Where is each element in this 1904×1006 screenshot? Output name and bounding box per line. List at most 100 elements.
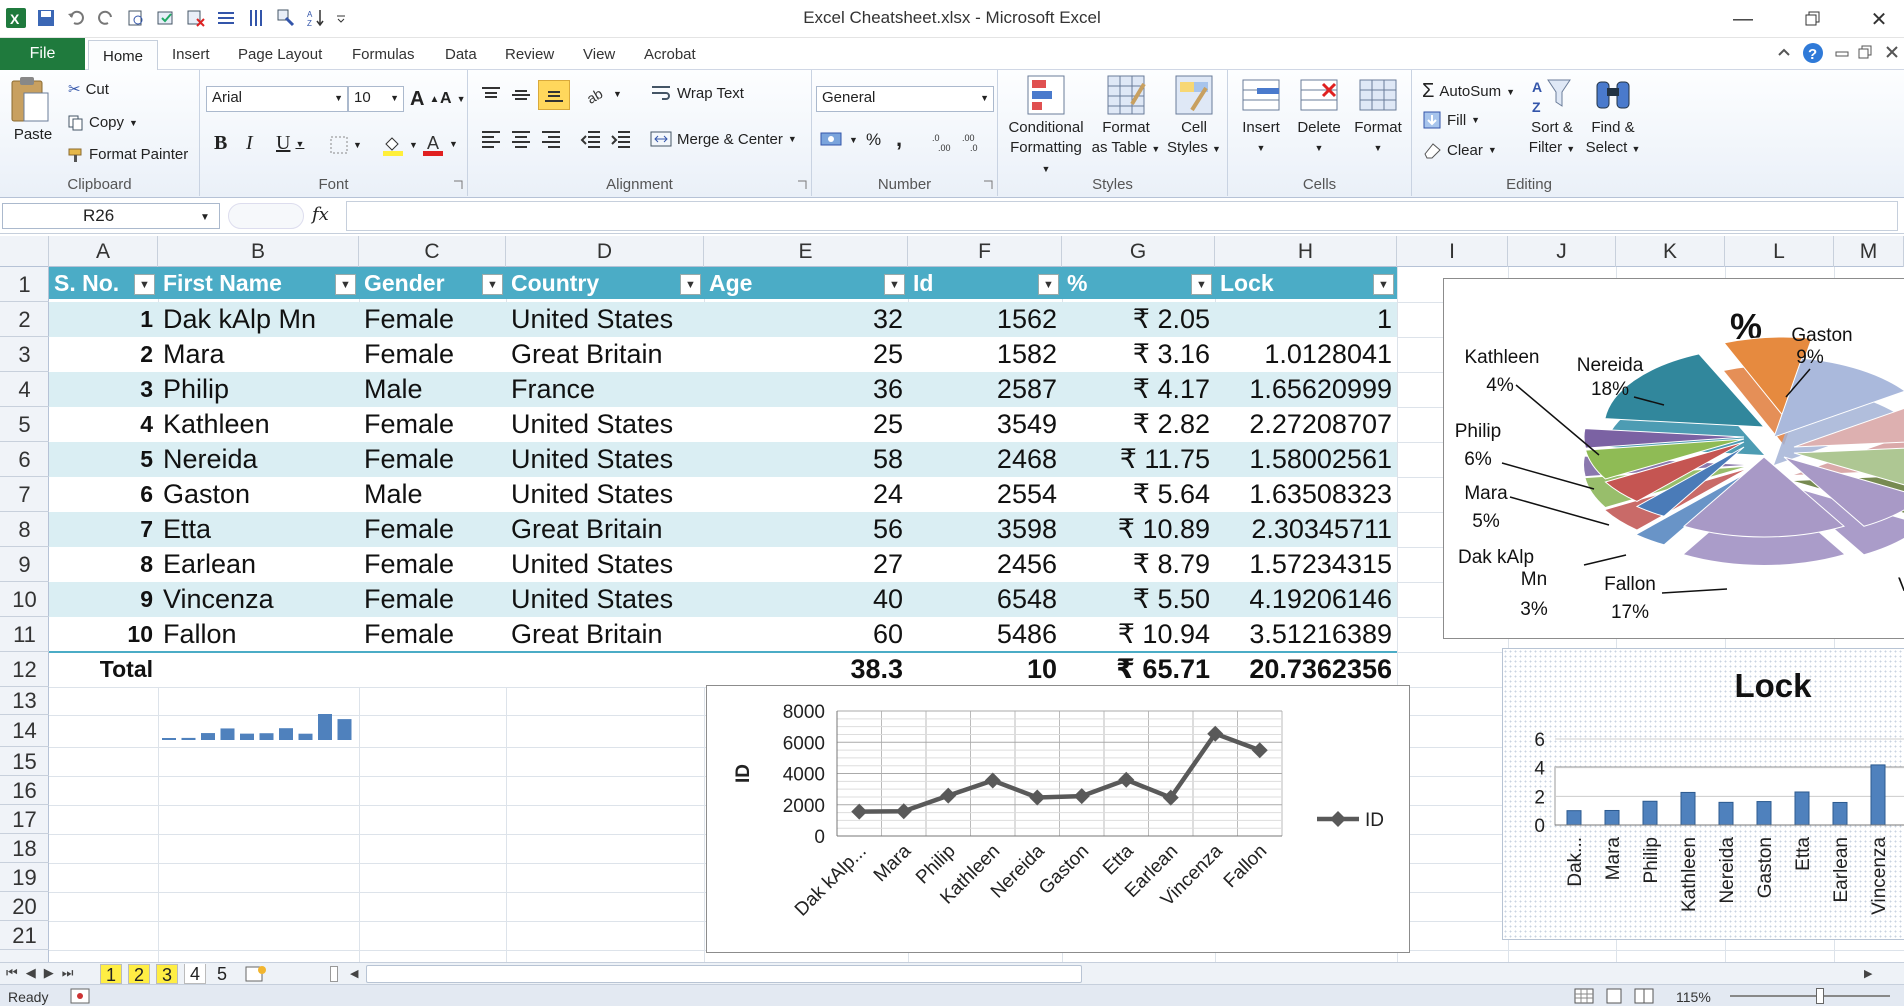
cell-percent[interactable]: ₹ 11.75 bbox=[1119, 444, 1210, 474]
clear-button[interactable]: Clear ▼ bbox=[1422, 140, 1497, 160]
cell-first-name[interactable]: Vincenza bbox=[163, 584, 274, 614]
row-header[interactable]: 4 bbox=[0, 372, 49, 407]
cell-sno[interactable]: Total bbox=[99, 656, 153, 682]
header-percent[interactable]: % bbox=[1067, 270, 1088, 296]
cell-lock[interactable]: 2.27208707 bbox=[1249, 409, 1392, 439]
font-name-select[interactable]: Arial ▼ bbox=[206, 86, 348, 112]
format-painter-button[interactable]: Format Painter bbox=[68, 146, 188, 163]
align-right-icon[interactable] bbox=[540, 130, 562, 148]
cell-styles-button[interactable]: Cell Styles ▼ bbox=[1162, 74, 1226, 159]
percent-button[interactable]: % bbox=[866, 130, 882, 149]
cell-lock[interactable]: 4.19206146 bbox=[1249, 584, 1392, 614]
cell-id[interactable]: 1562 bbox=[996, 304, 1057, 334]
grow-font-button[interactable]: A ▲ bbox=[410, 88, 440, 110]
row-header[interactable]: 13 bbox=[0, 687, 49, 715]
insert-columns-icon[interactable] bbox=[244, 6, 268, 30]
decrease-decimal-icon[interactable]: .00.0 bbox=[962, 132, 986, 152]
column-header[interactable]: B bbox=[158, 236, 359, 267]
minimize-ribbon-icon[interactable] bbox=[1776, 44, 1792, 60]
row-header[interactable]: 11 bbox=[0, 617, 49, 652]
column-header[interactable]: L bbox=[1725, 236, 1834, 267]
row-header[interactable]: 3 bbox=[0, 337, 49, 372]
cell-lock[interactable]: 2.30345711 bbox=[1251, 514, 1392, 544]
cell-first-name[interactable]: Philip bbox=[163, 374, 230, 404]
cell-id[interactable]: 2554 bbox=[996, 479, 1057, 509]
cell-percent[interactable]: ₹ 4.17 bbox=[1132, 374, 1210, 404]
cell-age[interactable]: 58 bbox=[872, 444, 903, 474]
sheet-tab[interactable]: 5 bbox=[217, 964, 228, 984]
id-line-chart[interactable]: 0 2000 4000 6000 8000 ID Dak kAlp... Mara Philip… bbox=[706, 685, 1410, 953]
scroll-right-icon[interactable]: ▶ bbox=[1864, 968, 1873, 980]
tab-insert[interactable]: Insert bbox=[172, 46, 210, 63]
lock-bar-chart[interactable]: Lock 0 2 4 6 Dak... Mara Philip Kathleen Nereida G… bbox=[1502, 648, 1904, 940]
font-color-button[interactable]: A ▼ bbox=[422, 132, 458, 156]
underline-button[interactable]: U ▼ bbox=[276, 132, 305, 154]
cell-gender[interactable]: Female bbox=[364, 514, 455, 544]
cell-age[interactable]: 60 bbox=[872, 619, 903, 649]
header-id[interactable]: Id bbox=[913, 270, 934, 296]
cell-percent[interactable]: ₹ 8.79 bbox=[1132, 549, 1210, 579]
cell-id[interactable]: 10 bbox=[1026, 654, 1057, 684]
cell-age[interactable]: 32 bbox=[872, 304, 903, 334]
cell-lock[interactable]: 3.51216389 bbox=[1249, 619, 1392, 649]
filter-dropdown-icon[interactable]: ▼ bbox=[1191, 274, 1212, 295]
cell-lock[interactable]: 1.0128041 bbox=[1264, 339, 1392, 369]
cell-gender[interactable]: Female bbox=[364, 444, 455, 474]
cell-age[interactable]: 36 bbox=[872, 374, 903, 404]
shrink-font-button[interactable]: A ▼ bbox=[440, 90, 466, 107]
header-first-name[interactable]: First Name bbox=[163, 270, 282, 296]
borders-button[interactable]: ▼ bbox=[330, 136, 362, 154]
delete-sheet-icon[interactable] bbox=[184, 6, 208, 30]
align-left-icon[interactable] bbox=[480, 130, 502, 148]
wrap-text-button[interactable]: Wrap Text bbox=[650, 84, 744, 102]
cell-first-name[interactable]: Kathleen bbox=[163, 409, 270, 439]
column-header[interactable]: A bbox=[49, 236, 158, 267]
row-header[interactable]: 8 bbox=[0, 512, 49, 547]
align-bottom-icon[interactable] bbox=[538, 80, 570, 110]
cell-lock[interactable]: 1.57234315 bbox=[1249, 549, 1392, 579]
save-icon[interactable] bbox=[34, 6, 58, 30]
cell-country[interactable]: United States bbox=[511, 584, 674, 614]
cell-id[interactable]: 3549 bbox=[996, 409, 1057, 439]
cell-lock[interactable]: 20.7362356 bbox=[1249, 654, 1392, 684]
row-header[interactable]: 9 bbox=[0, 547, 49, 582]
bold-button[interactable]: B bbox=[214, 132, 228, 154]
name-box[interactable]: R26 bbox=[2, 203, 220, 229]
orientation-icon[interactable]: ab ▼ bbox=[584, 84, 622, 104]
redo-icon[interactable] bbox=[94, 6, 118, 30]
cell-sno[interactable]: 8 bbox=[140, 551, 153, 577]
column-header[interactable]: F bbox=[908, 236, 1062, 267]
row-header[interactable]: 7 bbox=[0, 477, 49, 512]
paste-button[interactable]: Paste bbox=[8, 75, 58, 145]
cell-id[interactable]: 1582 bbox=[996, 339, 1057, 369]
cell-sno[interactable]: 4 bbox=[140, 411, 153, 437]
name-box-dropdown-icon[interactable]: ▼ bbox=[200, 212, 210, 223]
tab-split-handle[interactable] bbox=[330, 966, 338, 982]
row-header[interactable]: 14 bbox=[0, 715, 49, 747]
zoom-slider[interactable] bbox=[1730, 995, 1890, 997]
customize-qat-icon[interactable] bbox=[334, 6, 348, 30]
row-header[interactable]: 16 bbox=[0, 776, 49, 805]
cell-percent[interactable]: ₹ 5.64 bbox=[1132, 479, 1210, 509]
spelling-icon[interactable] bbox=[154, 6, 178, 30]
page-break-view-icon[interactable] bbox=[1634, 988, 1654, 1004]
insert-cells-button[interactable]: Insert ▼ bbox=[1232, 74, 1290, 158]
cell-gender[interactable]: Female bbox=[364, 619, 455, 649]
format-icon[interactable] bbox=[274, 6, 298, 30]
align-top-icon[interactable] bbox=[480, 86, 502, 104]
cell-first-name[interactable]: Fallon bbox=[163, 619, 237, 649]
row-header[interactable]: 12 bbox=[0, 652, 49, 687]
cell-country[interactable]: United States bbox=[511, 444, 674, 474]
italic-button[interactable]: I bbox=[246, 132, 253, 154]
cell-country[interactable]: France bbox=[511, 374, 596, 404]
restore-icon[interactable] bbox=[1790, 4, 1836, 34]
cell-sno[interactable]: 5 bbox=[140, 446, 153, 472]
cell-first-name[interactable] bbox=[158, 652, 359, 687]
cut-button[interactable]: ✂ Cut bbox=[68, 80, 109, 99]
merge-center-button[interactable]: Merge & Center ▼ bbox=[650, 130, 797, 148]
workbook-minimize-icon[interactable] bbox=[1834, 46, 1850, 60]
cell-gender[interactable] bbox=[359, 652, 506, 687]
header-age[interactable]: Age bbox=[709, 270, 753, 296]
